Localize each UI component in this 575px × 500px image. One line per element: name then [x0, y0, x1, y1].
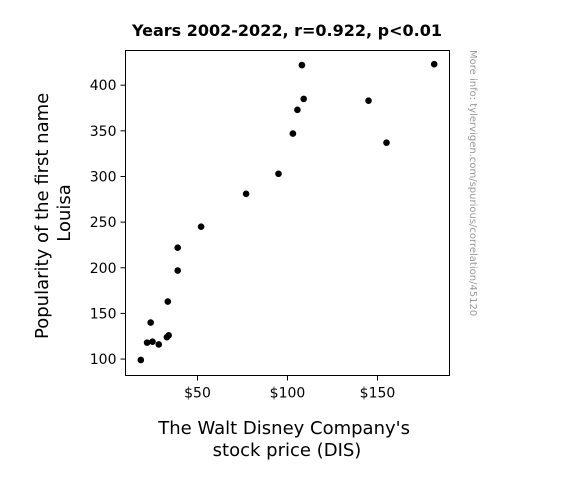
x-axis-title-line-2: stock price (DIS): [213, 440, 362, 461]
data-point: [137, 356, 145, 364]
data-point: [147, 319, 154, 326]
data-point: [164, 298, 172, 305]
data-point: [174, 267, 181, 274]
x-axis-title: The Walt Disney Company's stock price (D…: [157, 418, 415, 461]
data-point: [143, 339, 151, 346]
data-point: [383, 139, 390, 147]
data-point: [197, 223, 205, 230]
data-point: [155, 341, 163, 348]
y-tick-label: 250: [90, 215, 117, 231]
data-point: [289, 130, 297, 137]
data-point: [294, 106, 301, 114]
source-note: More info: tylervigen.com/spurious/corre…: [467, 50, 478, 316]
data-point: [242, 190, 250, 198]
data-points: [137, 60, 438, 364]
y-axis-title-line-2: Louisa: [54, 184, 75, 242]
data-point: [275, 170, 282, 178]
data-point: [298, 61, 306, 69]
y-tick-label: 150: [90, 306, 117, 322]
data-point: [430, 60, 438, 68]
y-tick-label: 200: [90, 261, 117, 277]
x-tick-label: $100: [270, 386, 306, 402]
data-point: [165, 332, 172, 339]
y-tick-label: 350: [90, 124, 117, 140]
data-point: [365, 97, 372, 105]
data-point: [300, 95, 308, 103]
x-axis: $50 $100 $150: [184, 375, 396, 402]
y-axis: 100 150 200 250 300 350 400: [90, 78, 126, 368]
x-tick-label: $50: [184, 386, 211, 402]
x-axis-title-line-1: The Walt Disney Company's: [157, 418, 410, 439]
y-axis-title-line-1: Popularity of the first name: [32, 93, 53, 339]
y-tick-label: 300: [90, 169, 117, 185]
y-tick-label: 400: [90, 78, 117, 94]
data-point: [174, 244, 181, 251]
y-tick-label: 100: [90, 352, 117, 368]
plot-area: [125, 50, 450, 376]
x-tick-label: $150: [360, 386, 396, 402]
chart-title: Years 2002-2022, r=0.922, p<0.01: [131, 21, 442, 40]
y-axis-title: Popularity of the first name Louisa: [32, 87, 75, 339]
data-point: [149, 338, 156, 346]
